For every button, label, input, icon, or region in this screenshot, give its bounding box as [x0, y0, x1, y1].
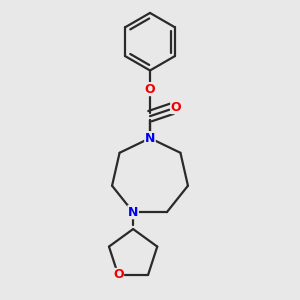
- Text: O: O: [113, 268, 124, 281]
- Text: N: N: [128, 206, 138, 219]
- Text: O: O: [145, 82, 155, 96]
- Text: N: N: [145, 132, 155, 145]
- Text: O: O: [171, 100, 182, 113]
